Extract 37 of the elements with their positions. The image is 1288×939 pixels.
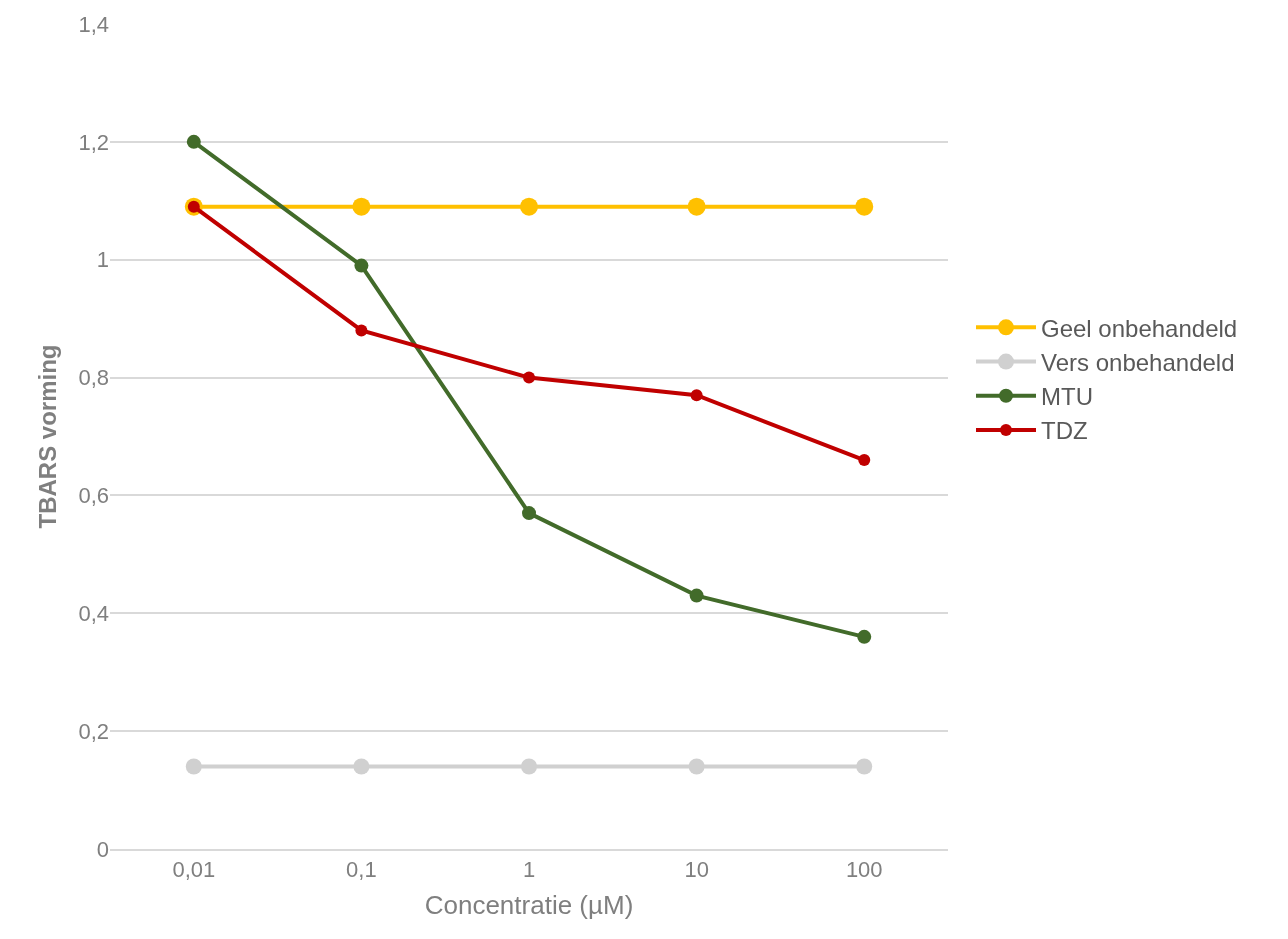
point [352,197,371,216]
point [520,197,539,216]
x-tick-label: 1 [522,857,536,883]
x-tick-label: 10 [684,857,709,883]
point [353,758,370,775]
x-tick-label: 0,01 [172,857,216,883]
point [521,758,538,775]
x-tick-label: 0,1 [346,857,377,883]
y-axis-title: TBARS vorming [33,344,61,529]
x-tick-label: 100 [845,857,883,883]
point [855,197,874,216]
point [523,371,536,384]
point [689,588,704,603]
y-tick-label: 0 [96,836,109,862]
y-tick-label: 0,6 [78,483,109,509]
point [687,197,706,216]
point [522,506,537,521]
legend-label: Geel onbehandeld [1041,314,1238,342]
point [856,758,873,775]
y-tick-label: 1,4 [78,11,109,37]
legend-label: TDZ [1041,417,1088,445]
point [186,134,201,149]
legend-label: MTU [1041,383,1093,411]
point [858,454,871,467]
point [355,324,368,337]
point [354,258,369,273]
y-tick-label: 0,8 [78,365,109,391]
legend-label: Vers onbehandeld [1041,348,1235,376]
y-tick-label: 1,2 [78,129,109,155]
y-tick-label: 1 [96,247,109,273]
point [688,758,705,775]
point [857,629,872,644]
point [690,389,703,402]
x-axis-title: Concentratie (µM) [424,890,634,921]
point [185,758,202,775]
y-tick-label: 0,4 [78,600,109,626]
y-tick-label: 0,2 [78,718,109,744]
